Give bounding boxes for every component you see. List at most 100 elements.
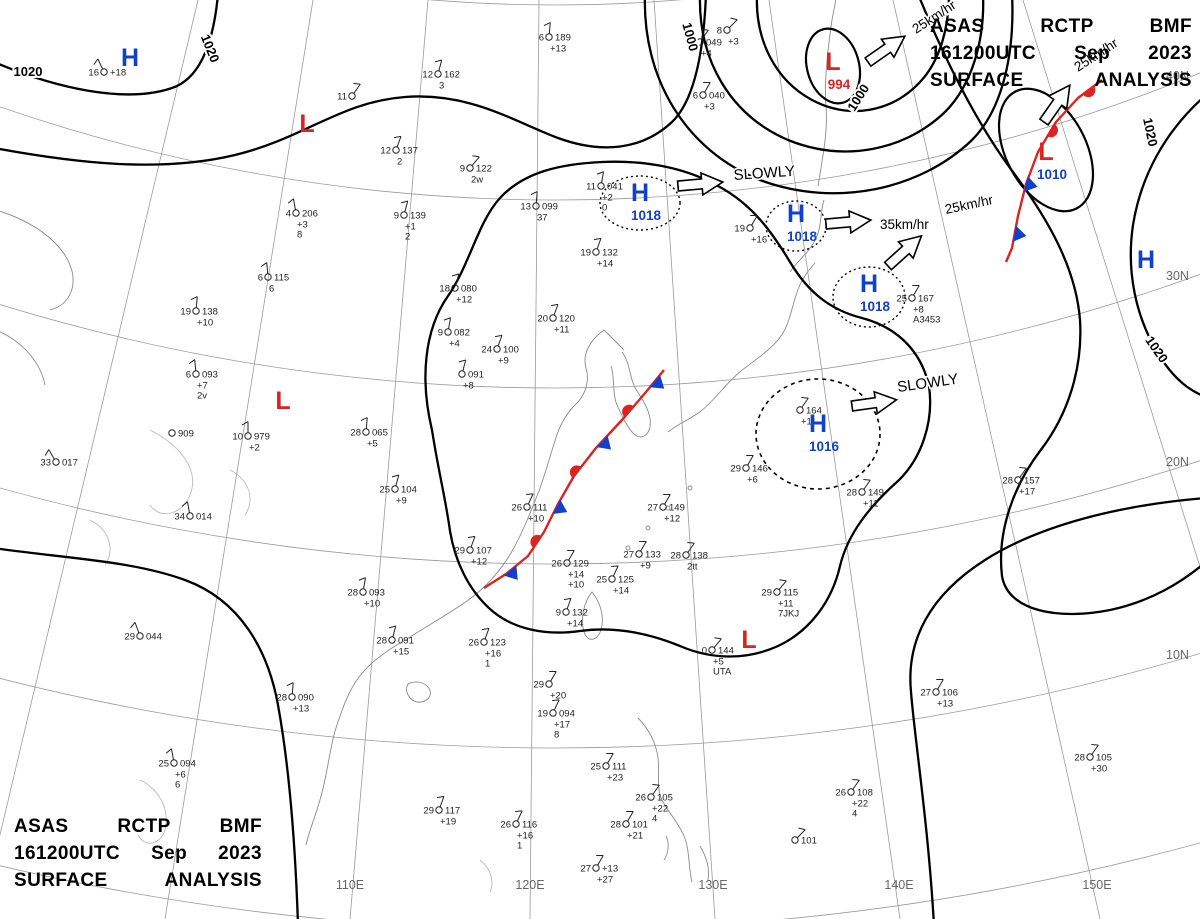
- svg-text:2tt: 2tt: [687, 562, 698, 573]
- station-plot: 27 149+12: [647, 493, 685, 525]
- title-block-bottom: ASAS RCTP BMF 161200UTC Sep 2023 SURFACE ANALYS…: [14, 814, 262, 895]
- svg-text:+16: +16: [751, 235, 767, 246]
- svg-text:+12: +12: [456, 295, 472, 306]
- svg-text:+11: +11: [863, 499, 878, 510]
- svg-text:111: 111: [533, 503, 547, 514]
- svg-text:099: 099: [542, 202, 558, 213]
- svg-text:049: 049: [706, 38, 722, 49]
- svg-text:+4: +4: [701, 49, 712, 60]
- svg-text:19: 19: [734, 224, 745, 235]
- svg-text:1018: 1018: [787, 229, 818, 244]
- movement-annotation: 35km/hr: [880, 217, 929, 232]
- svg-text:132: 132: [602, 248, 618, 259]
- pressure-system-l: L: [741, 626, 756, 654]
- svg-text:+11: +11: [801, 417, 816, 428]
- svg-text:6: 6: [186, 370, 191, 381]
- svg-text:133: 133: [645, 550, 661, 561]
- svg-text:13: 13: [520, 202, 531, 213]
- svg-text:L: L: [275, 387, 290, 415]
- svg-text:28: 28: [350, 428, 361, 439]
- svg-text:27: 27: [920, 688, 931, 699]
- isobar-label: 1020: [1140, 116, 1161, 147]
- movement-arrows: [676, 35, 1071, 415]
- svg-text:1018: 1018: [631, 208, 662, 223]
- svg-text:+11: +11: [778, 599, 793, 610]
- station-plot: 29 +20: [533, 670, 566, 702]
- svg-text:+4: +4: [449, 339, 460, 350]
- svg-text:26: 26: [511, 503, 522, 514]
- svg-text:27: 27: [647, 503, 658, 514]
- station-plot: 909: [168, 429, 194, 440]
- svg-text:L: L: [299, 110, 314, 138]
- svg-text:105: 105: [657, 793, 673, 804]
- svg-text:139: 139: [410, 211, 426, 222]
- svg-text:A3453: A3453: [913, 315, 940, 326]
- svg-text:19: 19: [537, 709, 548, 720]
- svg-text:2v: 2v: [197, 391, 207, 402]
- station-plot: 28 091+15: [376, 625, 414, 658]
- title-word: ANALYSIS: [164, 870, 262, 892]
- svg-text:18: 18: [439, 284, 450, 295]
- svg-text:091: 091: [468, 370, 484, 381]
- station-plot: 6 189+13: [539, 22, 571, 55]
- title-word: RCTP: [117, 816, 171, 838]
- svg-text:+19: +19: [440, 817, 456, 828]
- station-plot: 29 146+6: [730, 454, 768, 486]
- svg-text:4: 4: [852, 809, 857, 820]
- svg-text:+13: +13: [937, 699, 953, 710]
- title-word: SURFACE: [14, 870, 108, 892]
- station-plot: 28 093+10: [347, 577, 385, 610]
- svg-text:24: 24: [481, 345, 492, 356]
- svg-text:L: L: [825, 48, 840, 76]
- svg-text:1010: 1010: [1037, 167, 1067, 182]
- movement-arrow: [850, 390, 899, 415]
- title-word: BMF: [219, 816, 262, 838]
- svg-text:+10: +10: [568, 580, 584, 591]
- svg-text:104: 104: [401, 485, 417, 496]
- svg-text:4: 4: [652, 814, 657, 825]
- svg-text:094: 094: [180, 759, 196, 770]
- title-block-top: ASAS RCTP BMF 161200UTC Sep 2023 SURFACE ANALYS…: [930, 14, 1192, 95]
- title-line: ASAS RCTP BMF: [930, 14, 1192, 41]
- svg-text:090: 090: [298, 693, 314, 704]
- svg-text:28: 28: [376, 636, 387, 647]
- svg-text:+30: +30: [1091, 764, 1107, 775]
- svg-text:107: 107: [476, 546, 492, 557]
- cold-front-triangle: [553, 499, 568, 514]
- station-plot: 25 111+23: [590, 752, 626, 784]
- title-word: RCTP: [1040, 16, 1094, 37]
- svg-text:29: 29: [124, 632, 135, 643]
- svg-text:+13: +13: [602, 864, 618, 875]
- svg-text:L: L: [1038, 138, 1053, 166]
- svg-text:28: 28: [1002, 476, 1013, 487]
- movement-arrow: [1038, 83, 1071, 126]
- isobar-label: 1020: [14, 64, 43, 79]
- svg-text:+18: +18: [110, 68, 126, 79]
- station-plot: 4 049+4: [690, 29, 722, 60]
- svg-text:167: 167: [918, 294, 934, 305]
- station-plot: 29 107+12: [454, 535, 492, 568]
- svg-text:29: 29: [533, 680, 544, 691]
- title-line: 161200UTC Sep 2023: [14, 841, 262, 868]
- svg-text:+21: +21: [627, 831, 643, 842]
- svg-text:8: 8: [554, 730, 559, 741]
- svg-text:9: 9: [394, 211, 399, 222]
- isobar-label: 1000: [679, 21, 701, 53]
- svg-text:120: 120: [559, 314, 575, 325]
- station-plot: 28 157+17: [1002, 467, 1040, 498]
- station-plot: 26 105+224: [635, 784, 673, 825]
- svg-text:25: 25: [590, 762, 601, 773]
- svg-text:12: 12: [380, 146, 391, 157]
- svg-text:080: 080: [461, 284, 477, 295]
- svg-text:+20: +20: [550, 691, 566, 702]
- svg-text:2w: 2w: [471, 175, 483, 186]
- svg-text:27: 27: [580, 864, 591, 875]
- svg-text:+14: +14: [568, 570, 584, 581]
- weather-fronts: [483, 79, 1103, 590]
